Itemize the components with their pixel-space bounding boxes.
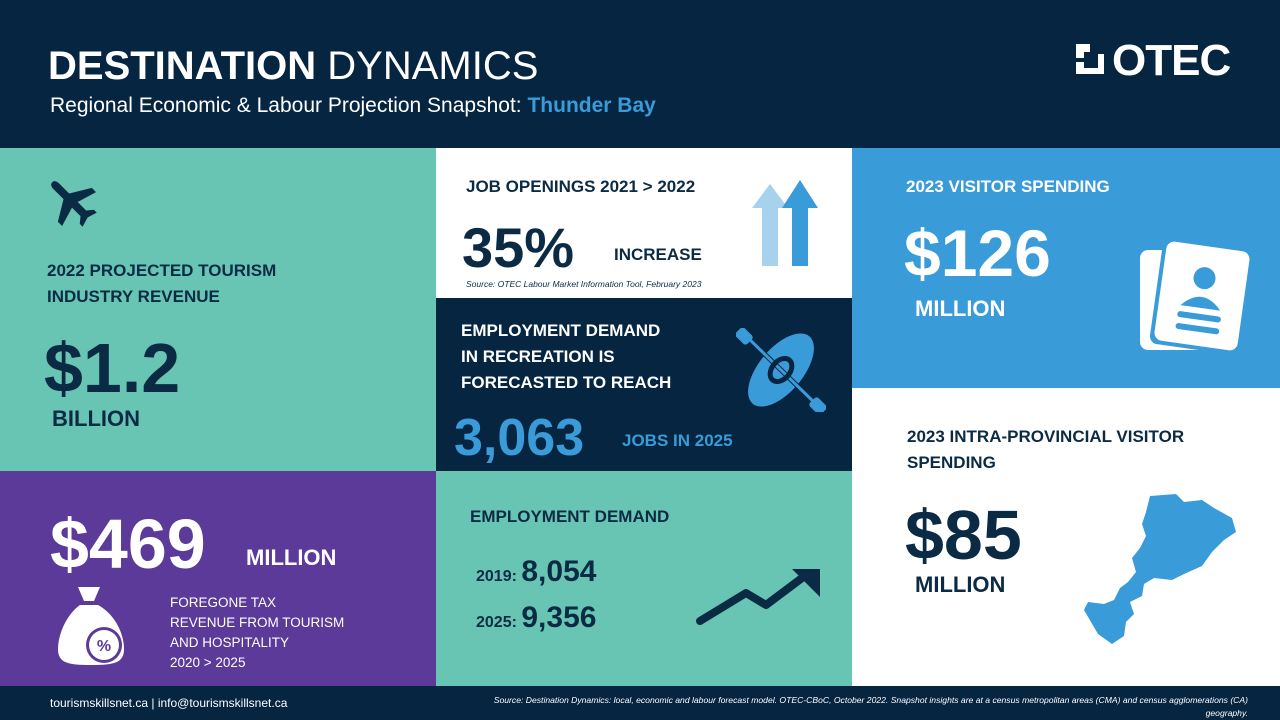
- tax-description: FOREGONE TAX REVENUE FROM TOURISM AND HO…: [170, 595, 345, 670]
- job-openings-unit: INCREASE: [614, 245, 702, 264]
- title-bold: DESTINATION: [48, 44, 317, 88]
- otec-logo: OTEC: [1112, 36, 1231, 85]
- job-openings-source: Source: OTEC Labour Market Information T…: [466, 279, 702, 289]
- footer-source: Source: Destination Dynamics: local, eco…: [493, 695, 1248, 718]
- tax-unit: MILLION: [246, 545, 337, 570]
- revenue-value: $1.2: [44, 329, 181, 407]
- visitor-spending-title: 2023 VISITOR SPENDING: [906, 177, 1110, 196]
- region-map-icon: [1084, 488, 1244, 658]
- tax-tile: $469 MILLION % FOREGONE TAX REVENUE FROM…: [0, 471, 436, 686]
- employment-demand-title: EMPLOYMENT DEMAND: [470, 507, 670, 526]
- employment-demand-tile: EMPLOYMENT DEMAND 2019: 8,054 2025: 9,35…: [436, 471, 852, 686]
- location-name: Thunder Bay: [527, 94, 656, 117]
- recreation-tile: EMPLOYMENT DEMAND IN RECREATION IS FOREC…: [436, 298, 852, 471]
- recreation-unit: JOBS IN 2025: [622, 431, 733, 450]
- otec-logo-icon: [1072, 40, 1108, 76]
- money-bag-icon: %: [54, 583, 128, 672]
- tax-value: $469: [50, 505, 206, 583]
- footer: [0, 686, 1280, 720]
- visitor-spending-tile: 2023 VISITOR SPENDING $126 MILLION: [852, 148, 1280, 388]
- revenue-tile: 2022 PROJECTED TOURISM INDUSTRY REVENUE …: [0, 148, 436, 471]
- passport-icon: [1136, 237, 1255, 363]
- page-title: DESTINATION DYNAMICS: [48, 44, 538, 88]
- title-light: DYNAMICS: [327, 44, 539, 88]
- recreation-value: 3,063: [454, 409, 585, 467]
- recreation-label: EMPLOYMENT DEMAND IN RECREATION IS FOREC…: [461, 321, 672, 392]
- footer-contact: tourismskillsnet.ca | info@tourismskills…: [50, 696, 288, 710]
- revenue-unit: BILLION: [52, 406, 140, 431]
- svg-text:%: %: [97, 638, 111, 655]
- revenue-label: 2022 PROJECTED TOURISM INDUSTRY REVENUE: [47, 261, 277, 306]
- subtitle-text: Regional Economic & Labour Projection Sn…: [50, 94, 522, 117]
- up-arrow-icon: [748, 178, 820, 273]
- job-openings-tile: JOB OPENINGS 2021 > 2022 35% INCREASE So…: [436, 148, 852, 298]
- intra-provincial-title: 2023 INTRA-PROVINCIAL VISITOR SPENDING: [907, 427, 1185, 472]
- page-subtitle: Regional Economic & Labour Projection Sn…: [50, 94, 656, 118]
- employment-2019: 2019: 8,054: [476, 555, 597, 588]
- intra-provincial-value: $85: [905, 496, 1022, 574]
- job-openings-title: JOB OPENINGS 2021 > 2022: [466, 177, 696, 196]
- kayak-icon: [735, 327, 827, 417]
- employment-2025: 2025: 9,356: [476, 601, 597, 634]
- airplane-icon: [40, 170, 104, 239]
- intra-provincial-tile: 2023 INTRA-PROVINCIAL VISITOR SPENDING $…: [852, 388, 1280, 686]
- trend-up-icon: [694, 565, 824, 634]
- job-openings-value: 35%: [462, 216, 575, 279]
- intra-provincial-unit: MILLION: [915, 572, 1006, 597]
- visitor-spending-value: $126: [904, 216, 1051, 290]
- visitor-spending-unit: MILLION: [915, 296, 1006, 321]
- header: [0, 0, 1280, 148]
